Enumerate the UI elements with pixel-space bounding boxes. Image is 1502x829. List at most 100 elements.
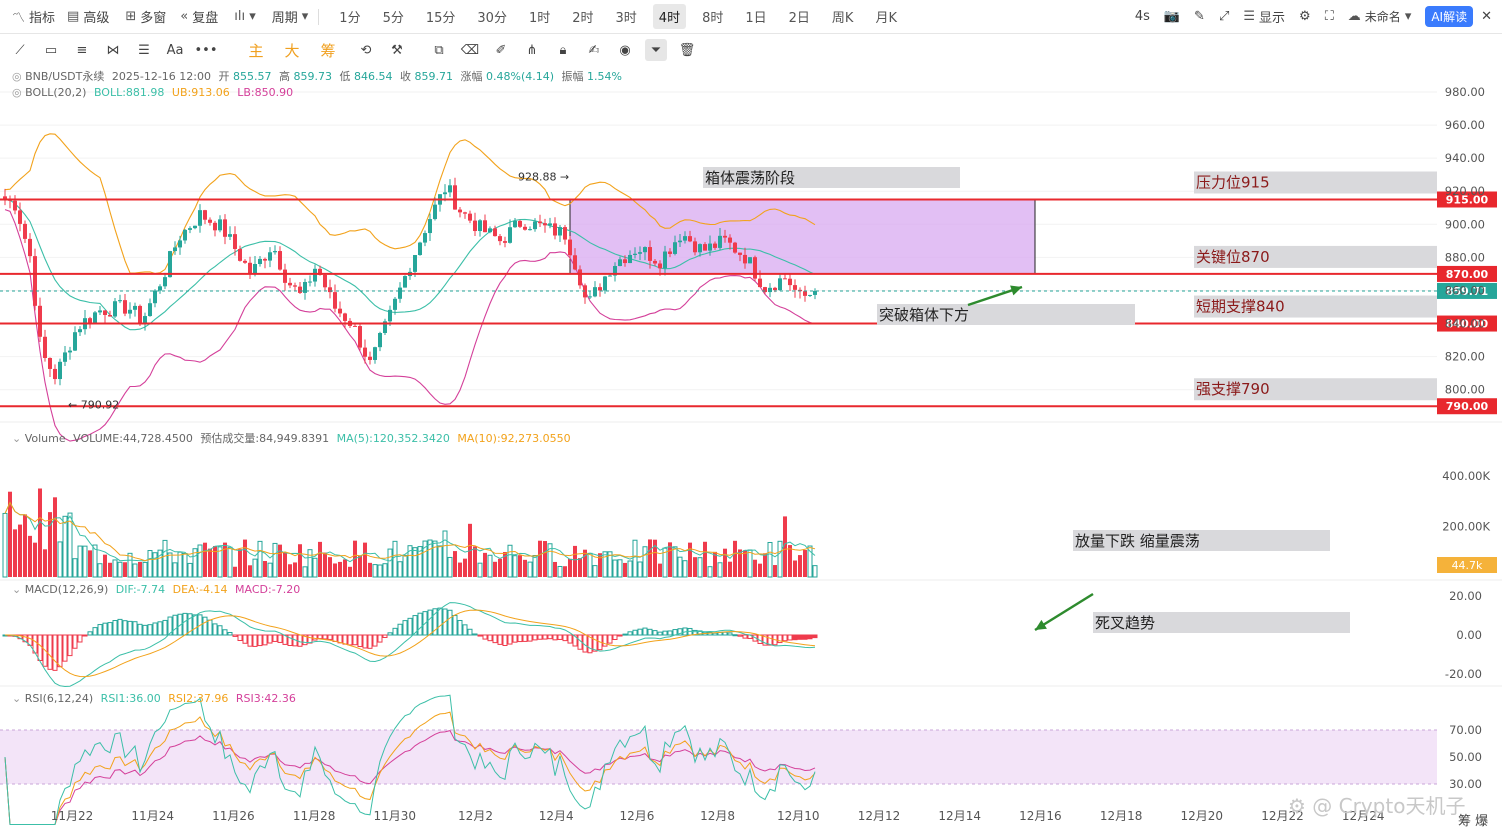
candle-body — [678, 240, 682, 243]
amp-value: 1.54% — [587, 70, 622, 83]
lock-icon[interactable]: 🔒︎ — [559, 42, 567, 58]
timeframe-tab[interactable]: 2时 — [572, 11, 594, 26]
advanced-button[interactable]: ▤ 高级 — [67, 0, 109, 34]
parallel-lines-icon[interactable]: ≡ — [76, 42, 88, 58]
macd-histogram-bar — [327, 634, 333, 640]
volume-bar — [372, 564, 378, 578]
pen-icon[interactable]: ✎ — [1194, 9, 1205, 24]
timeframe-tab[interactable]: 8时 — [702, 11, 724, 26]
eye-icon[interactable]: ◎ — [12, 70, 26, 83]
timeframe-tab[interactable]: 1分 — [339, 11, 361, 26]
candle-body — [38, 305, 42, 337]
period-dropdown[interactable]: 周期 ▾ — [272, 0, 309, 34]
eye-icon[interactable]: ◉ — [619, 42, 631, 58]
note-icon[interactable]: ✍ — [588, 42, 600, 58]
indicators-button[interactable]: 〽 指标 — [12, 0, 55, 34]
replay-button[interactable]: « 复盘 — [180, 0, 218, 34]
candle-body — [133, 305, 137, 310]
candle-body — [768, 287, 772, 293]
trash-icon[interactable]: 🗑︎ — [678, 42, 696, 58]
volume-bar — [707, 566, 713, 578]
volume-bar — [88, 550, 92, 577]
macd-histogram-bar — [752, 634, 758, 642]
timeframe-tab[interactable]: 1时 — [528, 11, 551, 26]
close-icon[interactable]: ✕ — [1481, 9, 1492, 24]
volume-bar — [92, 544, 98, 578]
volume-bar — [812, 565, 818, 578]
collapse-icon[interactable]: ⌄ — [12, 583, 25, 596]
collapse-icon[interactable]: ⌄ — [12, 692, 25, 705]
magnet-icon[interactable]: ⋔ — [526, 42, 538, 58]
macd-histogram-bar — [472, 633, 478, 636]
expand-icon[interactable]: ⤢ — [1218, 9, 1230, 24]
volume-bar — [257, 540, 263, 578]
candle-body — [8, 199, 12, 201]
volume-bar — [53, 497, 57, 577]
filter-icon[interactable]: ⏷ — [645, 39, 667, 61]
line-tool-icon[interactable]: ⟋ — [15, 42, 25, 58]
candle-body — [473, 220, 477, 232]
timeframe-tab[interactable]: 5分 — [382, 11, 404, 26]
candle-body — [763, 287, 767, 293]
price-axis-tick: 940.00 — [1445, 151, 1485, 165]
timeframe-tab[interactable]: 月K — [875, 11, 897, 26]
corner-tools[interactable]: 筹 爆 — [1458, 814, 1489, 829]
timeframe-tab[interactable]: 2日 — [788, 11, 810, 26]
timeframe-tab[interactable]: 15分 — [425, 11, 456, 26]
volume-bar — [753, 559, 757, 577]
macd-histogram-bar — [712, 632, 718, 636]
refresh-interval[interactable]: 4s — [1135, 0, 1150, 34]
candle-body — [418, 242, 422, 256]
candle-body — [723, 235, 727, 238]
volume-ma10-line — [4, 501, 816, 562]
macd-histogram-bar — [667, 630, 673, 636]
candle-body — [553, 223, 557, 236]
macd-histogram-bar — [357, 634, 363, 648]
rectangle-tool-icon[interactable]: ▭ — [44, 42, 58, 58]
brush-icon[interactable]: ✐ — [495, 42, 507, 58]
eye-icon[interactable]: ◎ — [12, 86, 26, 99]
candle-body — [753, 257, 757, 279]
macd-histogram-bar — [187, 613, 193, 636]
main-tool[interactable]: 主 — [248, 41, 264, 60]
timeframe-tab[interactable]: 30分 — [477, 11, 507, 26]
ai-interpret-button[interactable]: AI解读 — [1425, 0, 1474, 34]
eraser-icon[interactable]: ⌫ — [460, 42, 480, 58]
chart-style-button[interactable]: ılı ▾ — [234, 0, 256, 34]
candle-body — [208, 219, 212, 223]
collapse-icon[interactable]: ⌄ — [12, 432, 25, 445]
timeframe-tab[interactable]: 3时 — [615, 11, 637, 26]
layout-name-dropdown[interactable]: ☁ 未命名 ▾ — [1348, 0, 1412, 34]
text-tool-icon[interactable]: Aa — [166, 42, 184, 58]
volume-last-tag — [1437, 557, 1497, 573]
macd-histogram-bar — [722, 631, 728, 636]
volume-bar — [447, 556, 453, 578]
camera-icon[interactable]: 📷 — [1163, 9, 1181, 24]
timeframe-tab[interactable]: 4时 — [652, 4, 687, 29]
display-button[interactable]: ☰ 显示 — [1243, 0, 1285, 34]
multi-window-button[interactable]: ⊞ 多窗 — [125, 0, 166, 34]
macd-histogram-bar — [397, 623, 403, 636]
more-tools-icon[interactable]: ••• — [194, 42, 218, 58]
gear-icon[interactable]: ⚙ — [1299, 9, 1311, 24]
timeframe-tab[interactable]: 1日 — [745, 11, 767, 26]
time-axis-tick: 12月12 — [858, 809, 901, 823]
chips-tool[interactable]: 筹 — [320, 41, 336, 60]
macd-histogram-bar — [207, 619, 213, 636]
timeframe-tab[interactable]: 周K — [831, 11, 854, 26]
measure-icon[interactable]: ⚒ — [391, 42, 403, 58]
fib-tool-icon[interactable]: ⋈ — [106, 42, 120, 58]
horizontal-lines-icon[interactable]: ☰ — [138, 42, 150, 58]
copy-icon[interactable]: ⧉ — [434, 42, 444, 58]
fullscreen-icon[interactable]: ⛶ — [1324, 9, 1334, 24]
volume-bar — [518, 555, 522, 577]
time-axis-tick: 12月18 — [1100, 809, 1143, 823]
candle-body — [618, 259, 622, 267]
candle-body — [643, 247, 647, 253]
annotation-death-cross: 死叉趋势 — [1095, 614, 1155, 632]
sync-icon[interactable]: ⟲ — [360, 42, 372, 58]
macd-histogram-bar — [797, 634, 803, 640]
macd-histogram-bar — [727, 632, 733, 636]
big-tool[interactable]: 大 — [284, 41, 300, 60]
replay-label: 复盘 — [192, 11, 219, 26]
